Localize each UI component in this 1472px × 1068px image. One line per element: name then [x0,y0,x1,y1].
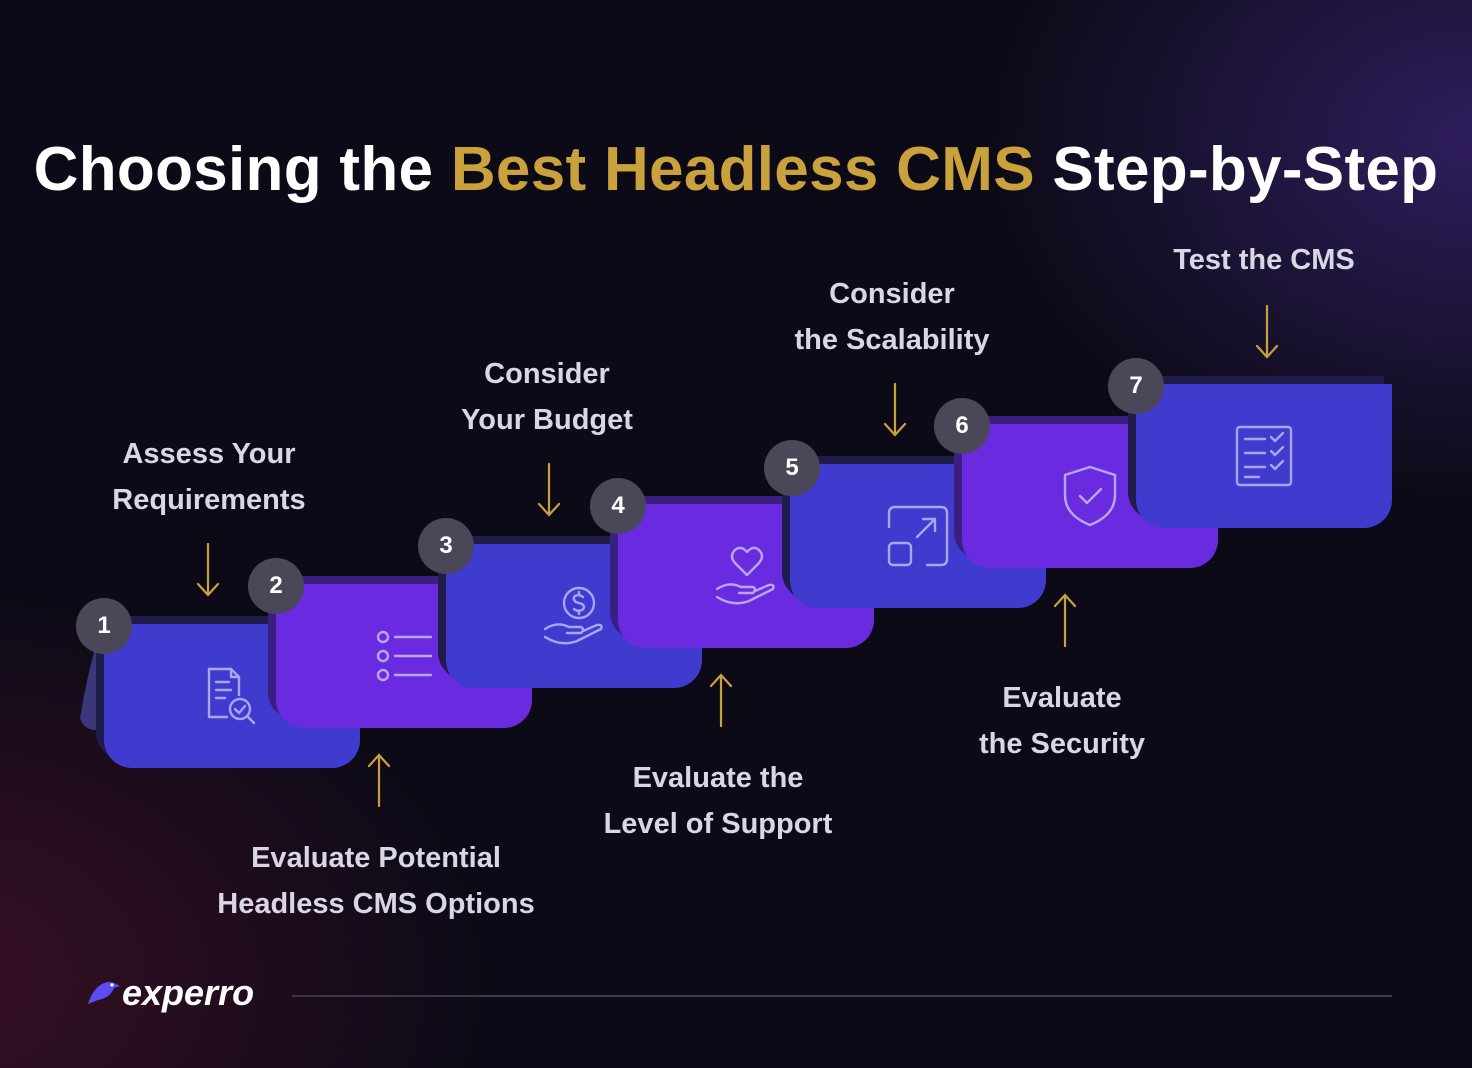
step-4-label: Evaluate the Level of Support [603,762,833,840]
step-6-badge: 6 [934,398,990,454]
arrow-up-icon [709,673,733,728]
list-icon [376,630,433,682]
page-title: Choosing the Best Headless CMS Step-by-S… [0,134,1472,205]
step-7-badge: 7 [1108,358,1164,414]
arrow-down-icon [883,382,907,437]
step-5-badge: 5 [764,440,820,496]
expand-icon [887,505,949,567]
title-highlight: Best Headless CMS [450,134,1035,204]
hand-dollar-icon [543,586,603,645]
step-5-label: Consider the Scalability [794,278,990,356]
hand-heart-icon [715,546,775,605]
step-2-badge: 2 [248,558,304,614]
title-part-1: Choosing the [33,134,451,204]
arrow-down-icon [1255,304,1279,359]
footer-divider [292,995,1392,997]
shield-check-icon [1063,465,1117,527]
step-7-label: Test the CMS [1173,244,1355,276]
step-1-badge: 1 [76,598,132,654]
title-part-2: Step-by-Step [1034,134,1439,204]
step-3-label: Consider Your Budget [461,358,633,436]
bird-icon [88,982,120,1004]
arrow-up-icon [367,753,391,808]
arrow-down-icon [196,542,220,597]
brand-logo: experro [86,972,254,1014]
checklist-icon [1235,425,1293,487]
step-2-label: Evaluate Potential Headless CMS Options [217,842,535,920]
step-4-badge: 4 [590,478,646,534]
arrow-down-icon [537,462,561,517]
brand-name: experro [122,972,255,1013]
step-3-badge: 3 [418,518,474,574]
step-6-label: Evaluate the Security [979,682,1145,760]
step-7-card [1136,384,1392,528]
document-search-icon [207,667,256,725]
arrow-up-icon [1053,593,1077,648]
step-1-label: Assess Your Requirements [112,438,306,516]
